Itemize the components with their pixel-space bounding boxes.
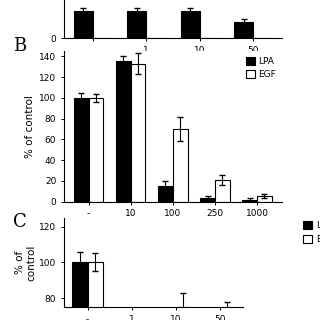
Y-axis label: % of control: % of control: [25, 95, 35, 158]
Bar: [176, 307, 191, 320]
X-axis label: staurosporine (nM): staurosporine (nM): [124, 221, 222, 231]
Bar: [220, 316, 235, 320]
Bar: [158, 186, 173, 202]
Bar: [131, 64, 146, 202]
Legend: LPA, EGF: LPA, EGF: [242, 53, 280, 83]
Bar: [200, 198, 215, 202]
Bar: [74, 11, 92, 38]
Bar: [181, 11, 200, 38]
X-axis label: genistein (μM): genistein (μM): [135, 58, 210, 68]
Bar: [127, 11, 146, 38]
Bar: [116, 60, 131, 202]
Bar: [215, 180, 230, 202]
Bar: [242, 200, 257, 202]
Text: C: C: [13, 213, 27, 231]
Legend: LPA, EGF: LPA, EGF: [300, 218, 320, 248]
Bar: [257, 196, 272, 202]
Text: B: B: [13, 37, 26, 55]
Y-axis label: % of
control: % of control: [15, 244, 36, 281]
Bar: [89, 98, 103, 202]
Bar: [88, 262, 103, 320]
Bar: [173, 129, 188, 202]
Bar: [234, 22, 253, 38]
Bar: [74, 98, 89, 202]
Bar: [72, 262, 88, 320]
